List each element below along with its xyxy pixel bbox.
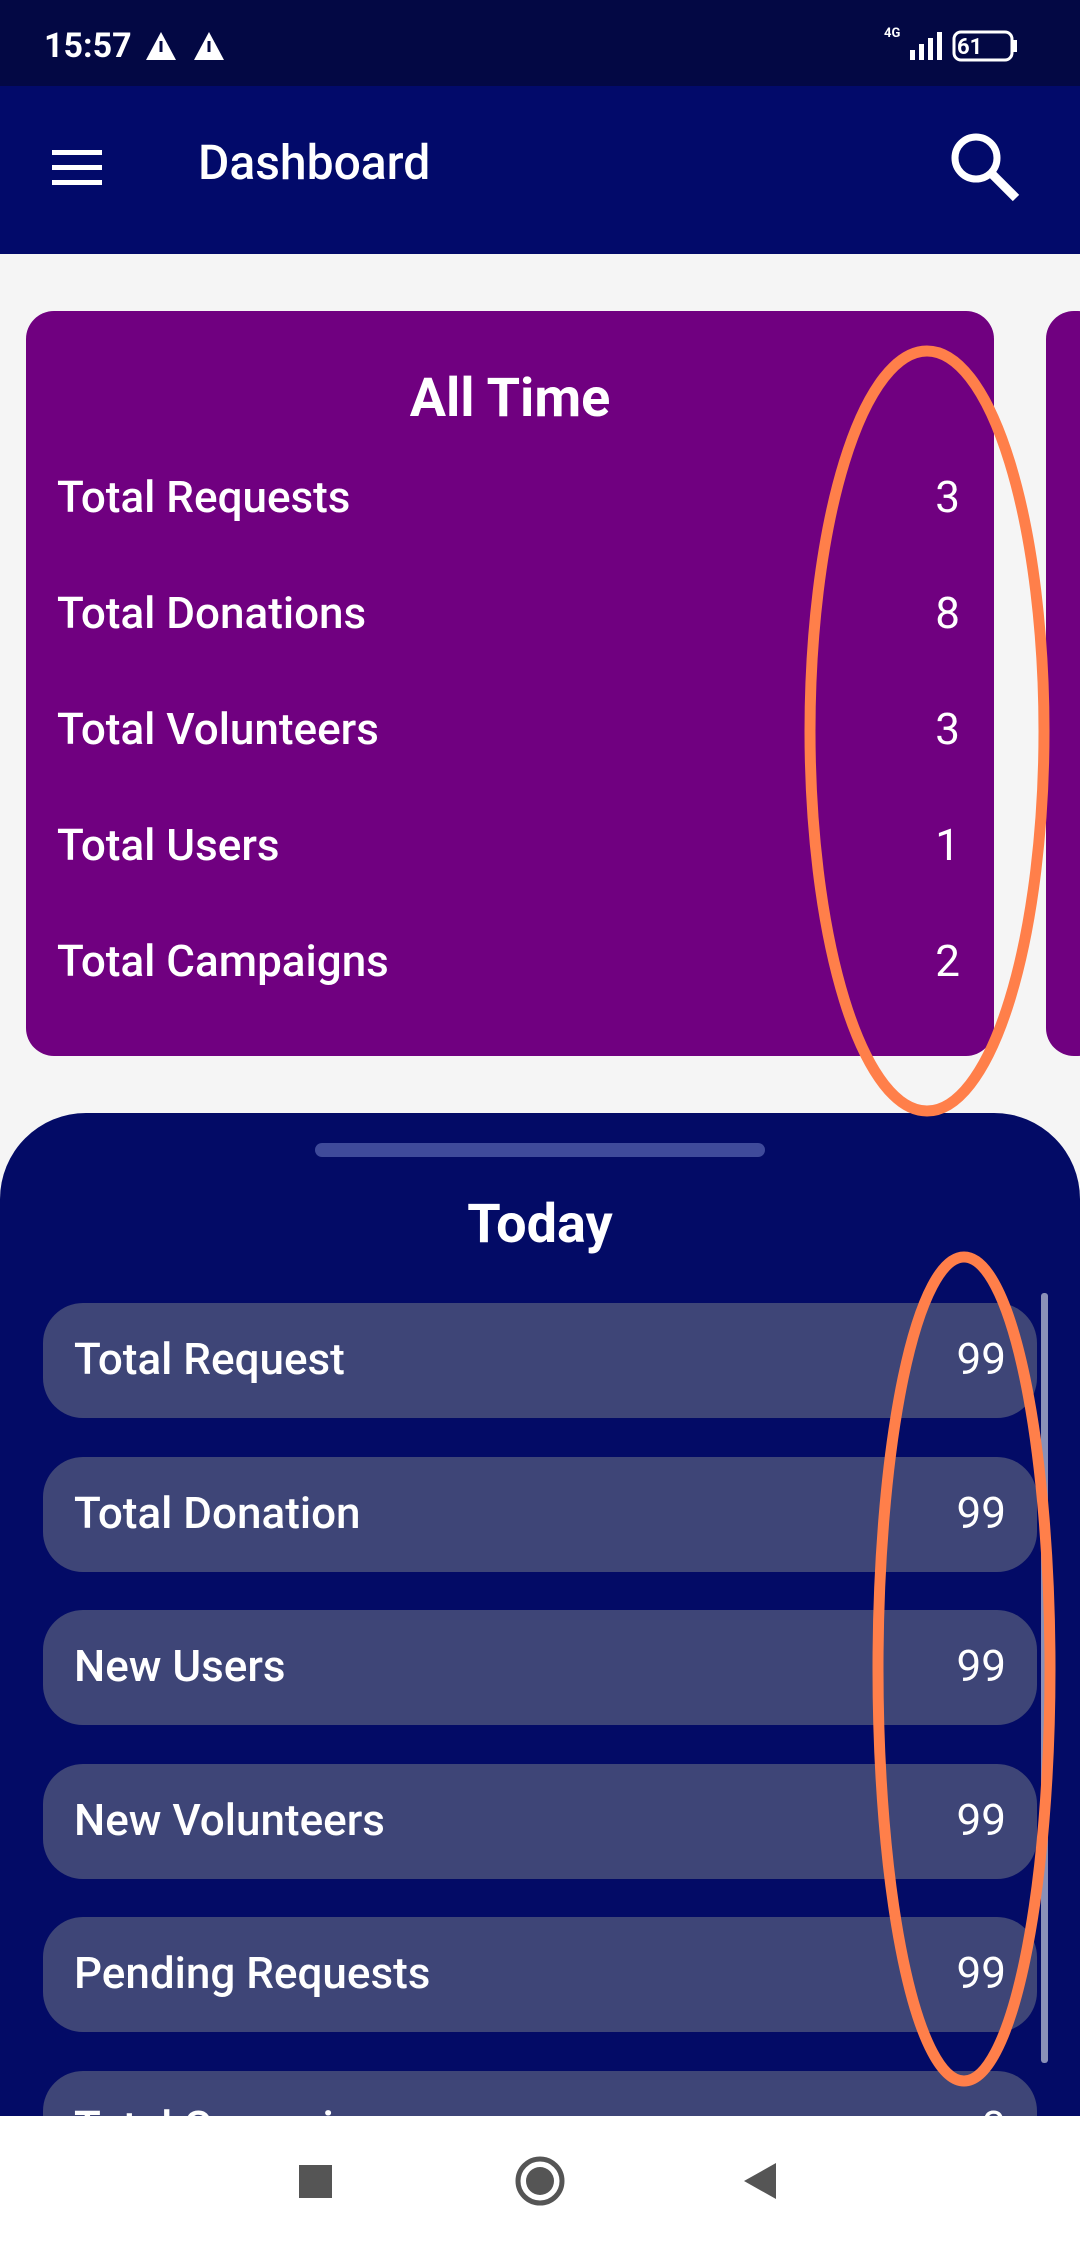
search-button[interactable]: [948, 130, 1022, 204]
menu-button[interactable]: [50, 148, 104, 188]
clock: 15:57: [44, 26, 132, 66]
navigation-bar: [0, 2116, 1080, 2246]
stat-value: 3: [935, 471, 960, 523]
stat-label: Total Volunteers: [57, 703, 379, 755]
stat-label: New Volunteers: [74, 1793, 385, 1846]
signal-battery: [910, 30, 1017, 62]
highlight-ellipse: [804, 345, 1050, 1117]
today-row[interactable]: New Volunteers 99: [43, 1763, 1037, 1879]
battery-level: 61: [957, 35, 983, 60]
stat-value: 99: [956, 1486, 1006, 1539]
stat-label: New Users: [74, 1640, 286, 1693]
warning-icons: [146, 32, 224, 60]
stat-label: Total Requests: [57, 471, 351, 523]
stat-value: 1: [935, 819, 960, 871]
stat-value: 2: [935, 935, 960, 987]
stat-label: Total Request: [74, 1333, 345, 1385]
today-row[interactable]: New Users 99: [43, 1610, 1037, 1726]
next-card[interactable]: [1046, 311, 1080, 1056]
today-row[interactable]: Total Request 99: [43, 1303, 1037, 1418]
annotations: [804, 345, 1056, 2087]
stat-label: Pending Requests: [74, 1947, 431, 2000]
stat-value: 99: [956, 1793, 1006, 1846]
stat-value: 99: [956, 1640, 1006, 1693]
stat-value: 3: [935, 703, 960, 755]
sheet-title: Today: [467, 1193, 613, 1256]
app-bar: Dashboard: [0, 86, 1080, 254]
status-bar: 15:57 4G 61: [0, 0, 1080, 86]
stat-label: Total Users: [57, 819, 280, 871]
back-button[interactable]: [744, 2163, 776, 2199]
stat-value: 99: [956, 1947, 1006, 2000]
stat-value: 8: [935, 587, 960, 639]
card-title: All Time: [409, 367, 611, 430]
network-type: 4G: [884, 26, 901, 41]
stat-label: Total Donations: [57, 587, 367, 639]
home-button[interactable]: [515, 2156, 565, 2206]
today-row[interactable]: Total Donation 99: [43, 1456, 1037, 1572]
app-title: Dashboard: [198, 134, 431, 191]
sheet-handle[interactable]: [315, 1143, 765, 1157]
highlight-ellipse: [872, 1251, 1056, 2087]
stat-value: 99: [956, 1333, 1006, 1385]
recents-button[interactable]: [299, 2165, 332, 2198]
nav-buttons: [299, 2156, 776, 2206]
stat-label: Total Campaigns: [57, 935, 389, 987]
today-row[interactable]: Pending Requests 99: [43, 1917, 1037, 2033]
stat-label: Total Donation: [74, 1486, 361, 1539]
